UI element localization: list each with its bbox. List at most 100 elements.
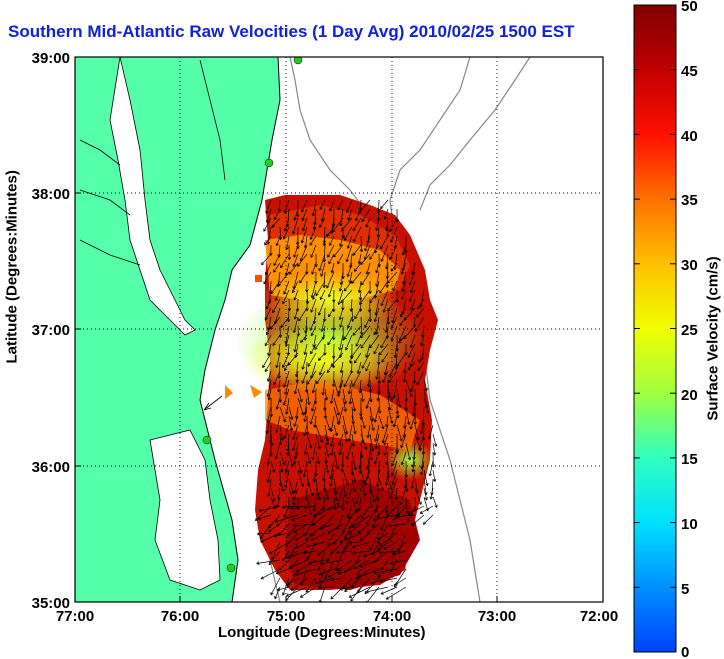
velocity-arrow xyxy=(391,478,398,494)
velocity-arrow xyxy=(297,460,303,474)
velocity-arrow xyxy=(377,532,389,541)
velocity-arrow xyxy=(280,316,290,328)
velocity-arrow xyxy=(348,271,353,284)
velocity-arrow xyxy=(369,487,376,503)
velocity-arrow xyxy=(324,487,330,501)
velocity-arrow xyxy=(405,406,411,425)
velocity-arrow xyxy=(301,352,308,370)
velocity-arrow xyxy=(355,334,362,347)
velocity-arrow xyxy=(336,559,353,571)
velocity-arrow xyxy=(369,388,373,403)
velocity-arrow xyxy=(310,532,326,542)
velocity-arrow xyxy=(284,550,299,559)
velocity-arrow xyxy=(360,433,368,450)
velocity-arrow xyxy=(337,379,344,394)
velocity-arrow xyxy=(305,577,317,593)
velocity-arrow xyxy=(383,361,389,376)
velocity-arrow xyxy=(329,415,335,433)
velocity-arrow xyxy=(369,334,380,349)
x-axis-label: Longitude (Degrees:Minutes) xyxy=(218,624,426,641)
velocity-arrow xyxy=(294,532,308,541)
velocity-arrow xyxy=(315,424,323,443)
velocity-arrow xyxy=(317,352,326,361)
velocity-arrow xyxy=(404,235,408,254)
velocity-arrow xyxy=(333,496,337,511)
velocity-arrow xyxy=(303,505,317,510)
velocity-arrow xyxy=(353,262,362,272)
velocity-arrow xyxy=(351,397,357,412)
velocity-arrow xyxy=(410,379,416,392)
velocity-arrow xyxy=(407,505,425,515)
velocity-arrow xyxy=(269,244,273,256)
velocity-arrow xyxy=(324,442,330,457)
velocity-arrow xyxy=(423,469,429,487)
velocity-arrow xyxy=(432,469,437,482)
velocity-arrow xyxy=(375,262,380,274)
velocity-arrow xyxy=(369,433,375,452)
velocity-arrow xyxy=(348,541,362,545)
velocity-arrow xyxy=(353,352,362,364)
velocity-arrow xyxy=(309,316,317,331)
velocity-arrow xyxy=(369,532,380,551)
velocity-arrow xyxy=(310,343,317,355)
velocity-arrow xyxy=(275,568,290,575)
velocity-arrow xyxy=(293,478,299,494)
velocity-arrow xyxy=(273,370,281,386)
velocity-arrow xyxy=(310,325,317,337)
velocity-arrow xyxy=(308,559,326,565)
velocity-arrow xyxy=(390,316,398,330)
velocity-arrow xyxy=(337,253,344,265)
velocity-arrow xyxy=(359,316,364,335)
velocity-arrow xyxy=(338,334,344,351)
velocity-arrow xyxy=(375,487,380,501)
velocity-arrow xyxy=(272,334,281,346)
velocity-arrow xyxy=(265,199,272,214)
velocity-arrow xyxy=(318,361,326,376)
velocity-arrow xyxy=(419,505,434,514)
velocity-arrow xyxy=(342,514,353,533)
velocity-arrow xyxy=(414,424,420,441)
velocity-arrow xyxy=(270,577,281,596)
velocity-arrow xyxy=(345,199,353,214)
velocity-arrow xyxy=(306,478,314,496)
radar-station-marker xyxy=(264,158,274,168)
velocity-arrow xyxy=(378,415,385,430)
velocity-arrow xyxy=(390,325,398,342)
velocity-arrow xyxy=(292,433,299,451)
velocity-arrow xyxy=(315,451,321,465)
velocity-arrow xyxy=(288,415,294,432)
velocity-arrow xyxy=(401,244,407,256)
map-title: Southern Mid-Atlantic Raw Velocities (1 … xyxy=(8,22,575,41)
velocity-arrow xyxy=(310,244,317,258)
velocity-arrow xyxy=(289,559,308,569)
velocity-arrow xyxy=(344,334,353,351)
velocity-arrow xyxy=(400,289,407,300)
velocity-arrow xyxy=(381,424,389,444)
velocity-arrow xyxy=(297,253,308,267)
velocity-arrow xyxy=(380,244,389,262)
velocity-arrow xyxy=(267,478,272,497)
velocity-arrow xyxy=(332,217,344,233)
velocity-arrow xyxy=(326,271,335,289)
velocity-arrow xyxy=(279,460,284,473)
velocity-arrow xyxy=(299,271,308,284)
velocity-arrow xyxy=(365,217,371,228)
velocity-arrow xyxy=(333,379,340,397)
velocity-arrow xyxy=(322,271,326,288)
velocity-arrow xyxy=(364,235,371,252)
station-arrow xyxy=(203,395,223,411)
velocity-arrow xyxy=(378,397,382,414)
velocity-arrow xyxy=(306,541,326,549)
velocity-arrow xyxy=(290,505,308,510)
velocity-arrow xyxy=(353,559,371,569)
velocity-arrows xyxy=(254,199,438,602)
velocity-arrow xyxy=(311,379,317,394)
velocity-arrow xyxy=(293,379,299,395)
velocity-arrow xyxy=(399,487,407,506)
colorbar xyxy=(633,4,677,653)
velocity-arrow xyxy=(282,577,290,596)
velocity-arrow xyxy=(379,532,398,547)
velocity-arrow xyxy=(409,415,416,430)
velocity-arrow xyxy=(373,325,380,336)
velocity-arrow xyxy=(363,469,371,486)
